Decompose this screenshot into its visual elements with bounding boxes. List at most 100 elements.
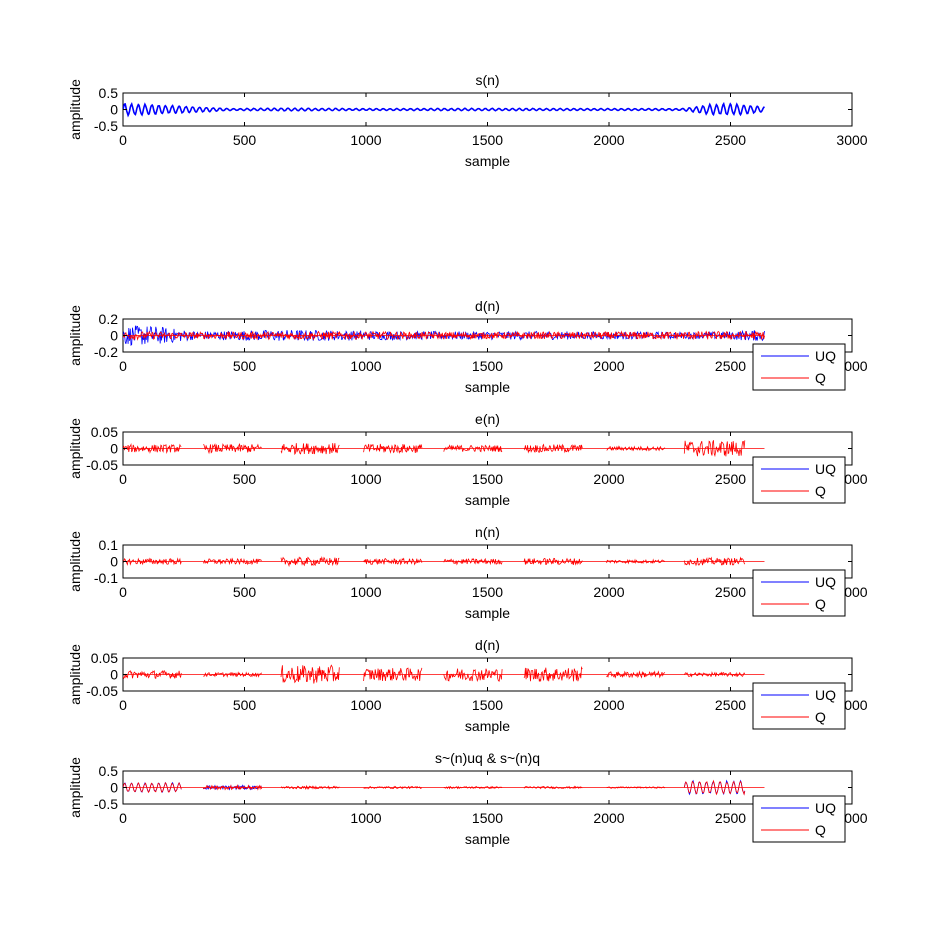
x-tick-label: 2500 bbox=[715, 358, 746, 374]
x-tick-label: 500 bbox=[233, 358, 257, 374]
series-line-q-seg-3 bbox=[280, 556, 340, 568]
x-tick-label: 1500 bbox=[472, 471, 503, 487]
legend-label-uq: UQ bbox=[815, 687, 836, 703]
chart-title: e(n) bbox=[475, 411, 500, 427]
series-line-q-seg-3 bbox=[280, 443, 340, 456]
y-axis-label: amplitude bbox=[67, 305, 83, 366]
legend-label-q: Q bbox=[815, 596, 826, 612]
series-line-q-seg-3 bbox=[280, 664, 340, 684]
x-tick-label: 0 bbox=[119, 132, 127, 148]
x-tick-label: 2000 bbox=[593, 358, 624, 374]
legend-box bbox=[752, 456, 846, 504]
y-tick-label: 0.5 bbox=[99, 763, 119, 779]
y-axis-label: amplitude bbox=[67, 644, 83, 705]
legend-box bbox=[752, 569, 846, 617]
series-line-q-seg-2 bbox=[202, 557, 262, 566]
x-tick-label: 0 bbox=[119, 471, 127, 487]
subplot-3: 0 500 1000 1500 2000 2500 30000.050-0.05e(n)sa… bbox=[67, 411, 868, 508]
x-tick-label: 2500 bbox=[715, 471, 746, 487]
y-tick-label: -0.05 bbox=[86, 457, 118, 473]
y-tick-label: 0.2 bbox=[99, 311, 119, 327]
series-line-q-seg-8 bbox=[683, 779, 746, 796]
series-line-q-seg-4 bbox=[363, 667, 423, 682]
series-line-q-seg-2 bbox=[203, 671, 262, 678]
legend-box bbox=[752, 795, 846, 843]
x-tick-label: 1500 bbox=[472, 697, 503, 713]
legend: UQ Q bbox=[752, 682, 846, 730]
x-tick-label: 500 bbox=[233, 584, 257, 600]
y-tick-label: 0.1 bbox=[99, 537, 119, 553]
chart-title: n(n) bbox=[475, 524, 500, 540]
y-tick-label: 0 bbox=[110, 554, 118, 570]
x-tick-label: 0 bbox=[119, 358, 127, 374]
legend-label-q: Q bbox=[815, 822, 826, 838]
y-tick-label: 0 bbox=[110, 667, 118, 683]
x-tick-label: 1000 bbox=[350, 584, 381, 600]
x-axis-label: sample bbox=[465, 492, 510, 508]
series-line-q-seg-6 bbox=[523, 666, 583, 683]
x-axis-label: sample bbox=[465, 831, 510, 847]
series-line-q-seg-1 bbox=[123, 781, 182, 794]
x-tick-label: 1500 bbox=[472, 584, 503, 600]
legend-label-uq: UQ bbox=[815, 461, 836, 477]
chart-title: s~(n)uq & s~(n)q bbox=[435, 750, 540, 766]
x-tick-label: 500 bbox=[233, 697, 257, 713]
x-tick-label: 2000 bbox=[593, 697, 624, 713]
y-tick-label: -0.05 bbox=[86, 683, 118, 699]
legend-label-q: Q bbox=[815, 483, 826, 499]
x-tick-label: 0 bbox=[119, 697, 127, 713]
x-tick-label: 1000 bbox=[350, 471, 381, 487]
series-line-q-seg-8 bbox=[683, 671, 746, 678]
chart-title: d(n) bbox=[475, 637, 500, 653]
subplot-4: 0 500 1000 1500 2000 2500 30000.10-0.1n(n)samp… bbox=[67, 524, 868, 621]
legend-label-uq: UQ bbox=[815, 348, 836, 364]
plot-area bbox=[123, 664, 765, 684]
y-tick-label: 0 bbox=[110, 102, 118, 118]
plot-area bbox=[123, 779, 765, 796]
plot-area bbox=[123, 440, 765, 458]
y-axis-label: amplitude bbox=[67, 418, 83, 479]
y-tick-label: -0.5 bbox=[94, 796, 118, 812]
x-tick-label: 1500 bbox=[472, 358, 503, 374]
legend-box bbox=[752, 682, 846, 730]
subplot-5: 0 500 1000 1500 2000 2500 30000.050-0.05d(n)sa… bbox=[67, 637, 868, 734]
series-line-main-seg-1 bbox=[123, 101, 765, 118]
y-tick-label: -0.5 bbox=[94, 118, 118, 134]
x-tick-label: 0 bbox=[119, 810, 127, 826]
x-axis-label: sample bbox=[465, 153, 510, 169]
series-line-q-seg-4 bbox=[363, 443, 423, 454]
y-tick-label: -0.1 bbox=[94, 570, 118, 586]
x-tick-label: 1000 bbox=[350, 358, 381, 374]
x-tick-label: 2500 bbox=[715, 132, 746, 148]
x-tick-label: 0 bbox=[119, 584, 127, 600]
series-line-q-seg-8 bbox=[683, 440, 746, 458]
plot-area bbox=[123, 556, 765, 568]
y-tick-label: 0.5 bbox=[99, 85, 119, 101]
legend-label-uq: UQ bbox=[815, 574, 836, 590]
y-tick-label: 0.05 bbox=[91, 424, 118, 440]
x-tick-label: 1000 bbox=[350, 697, 381, 713]
legend-box bbox=[752, 343, 846, 391]
x-tick-label: 500 bbox=[233, 132, 257, 148]
x-tick-label: 1000 bbox=[350, 132, 381, 148]
y-axis-label: amplitude bbox=[67, 757, 83, 818]
plot-area bbox=[123, 101, 765, 118]
series-line-q-seg-5 bbox=[443, 444, 503, 453]
series-line-q-seg-2 bbox=[203, 443, 262, 455]
legend: UQ Q bbox=[752, 569, 846, 617]
series-line-q-seg-1 bbox=[123, 670, 182, 680]
x-axis-label: sample bbox=[465, 605, 510, 621]
x-tick-label: 2500 bbox=[715, 810, 746, 826]
y-tick-label: 0 bbox=[110, 328, 118, 344]
x-tick-label: 1500 bbox=[472, 132, 503, 148]
legend-label-uq: UQ bbox=[815, 800, 836, 816]
y-tick-label: 0 bbox=[110, 780, 118, 796]
plot-area bbox=[123, 325, 765, 346]
chart-title: s(n) bbox=[475, 72, 499, 88]
series-line-q-seg-8 bbox=[683, 556, 746, 567]
y-tick-label: 0 bbox=[110, 441, 118, 457]
y-axis-label: amplitude bbox=[67, 531, 83, 592]
x-axis-label: sample bbox=[465, 379, 510, 395]
x-tick-label: 2000 bbox=[593, 471, 624, 487]
